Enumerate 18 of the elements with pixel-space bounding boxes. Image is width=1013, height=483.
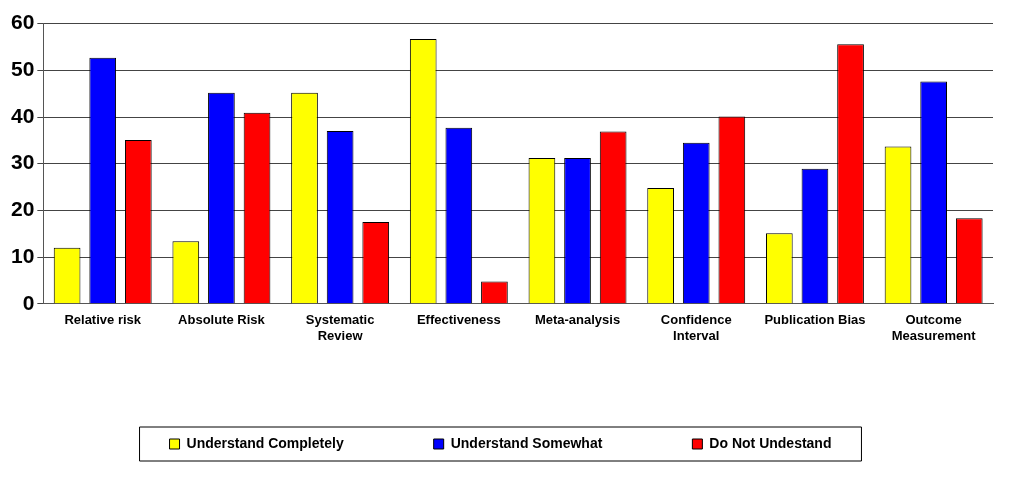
y-tick-label: 0 bbox=[22, 290, 35, 314]
y-tick-label: 30 bbox=[11, 150, 35, 174]
y-tick-label: 20 bbox=[11, 197, 35, 221]
x-tick-label: Absolute Risk bbox=[178, 312, 266, 328]
legend-label: Understand Somewhat bbox=[450, 434, 603, 451]
y-tick-label: 60 bbox=[11, 10, 35, 34]
x-tick-label: Confidence Interval bbox=[660, 312, 732, 343]
legend-label: Understand Completely bbox=[186, 434, 344, 451]
x-tick-label: Outcome Measurement bbox=[891, 312, 977, 343]
y-tick-label: 50 bbox=[11, 57, 35, 81]
x-tick-label: Meta-analysis bbox=[534, 312, 621, 328]
y-tick-label: 10 bbox=[11, 243, 35, 267]
x-tick-label: Systematic Review bbox=[305, 312, 375, 343]
y-tick-label: 40 bbox=[11, 103, 35, 127]
x-tick-label: Publication Bias bbox=[764, 312, 866, 328]
x-tick-label: Relative risk bbox=[64, 312, 142, 328]
legend-label: Do Not Undestand bbox=[709, 434, 832, 451]
x-tick-label: Effectiveness bbox=[416, 312, 501, 328]
